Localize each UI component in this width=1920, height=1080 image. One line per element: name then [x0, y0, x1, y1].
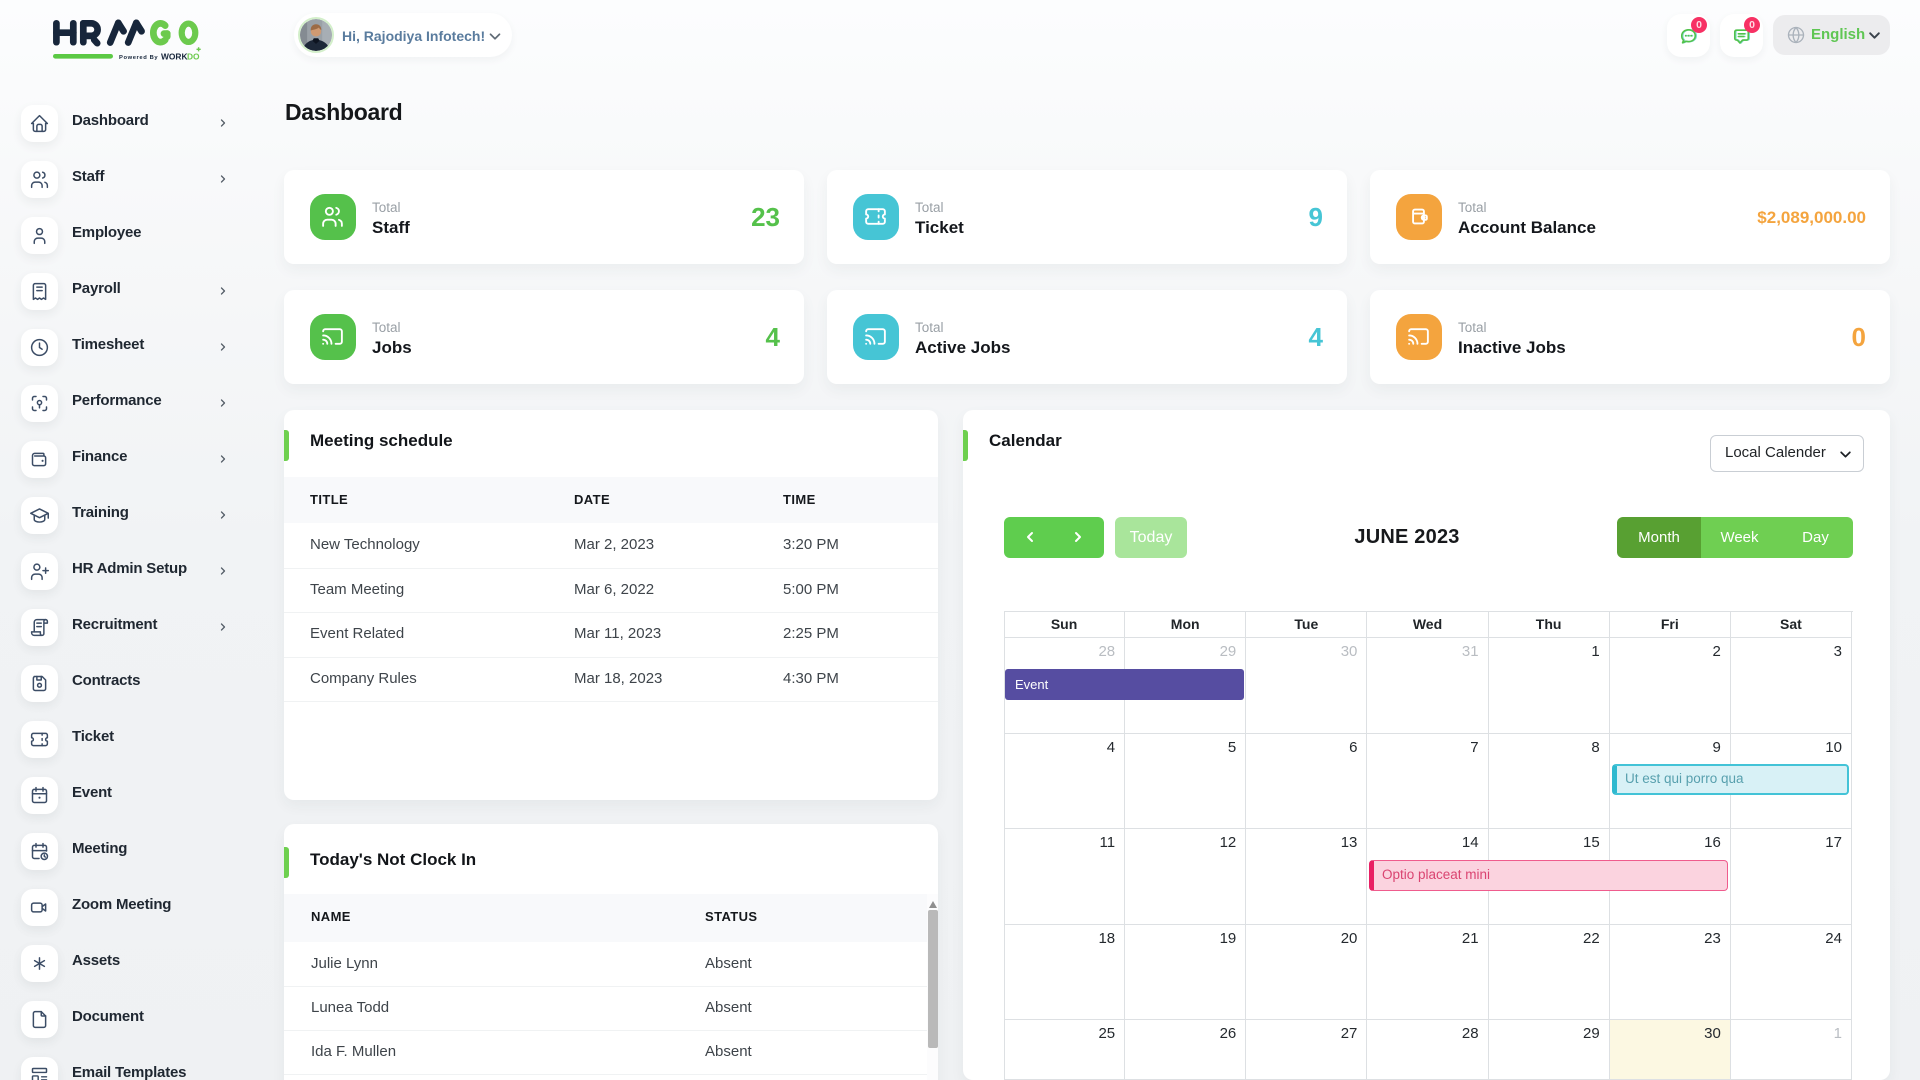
svg-text:DO: DO — [187, 52, 200, 62]
svg-text:WORK: WORK — [161, 52, 188, 62]
svg-text:Powered By: Powered By — [119, 55, 158, 61]
